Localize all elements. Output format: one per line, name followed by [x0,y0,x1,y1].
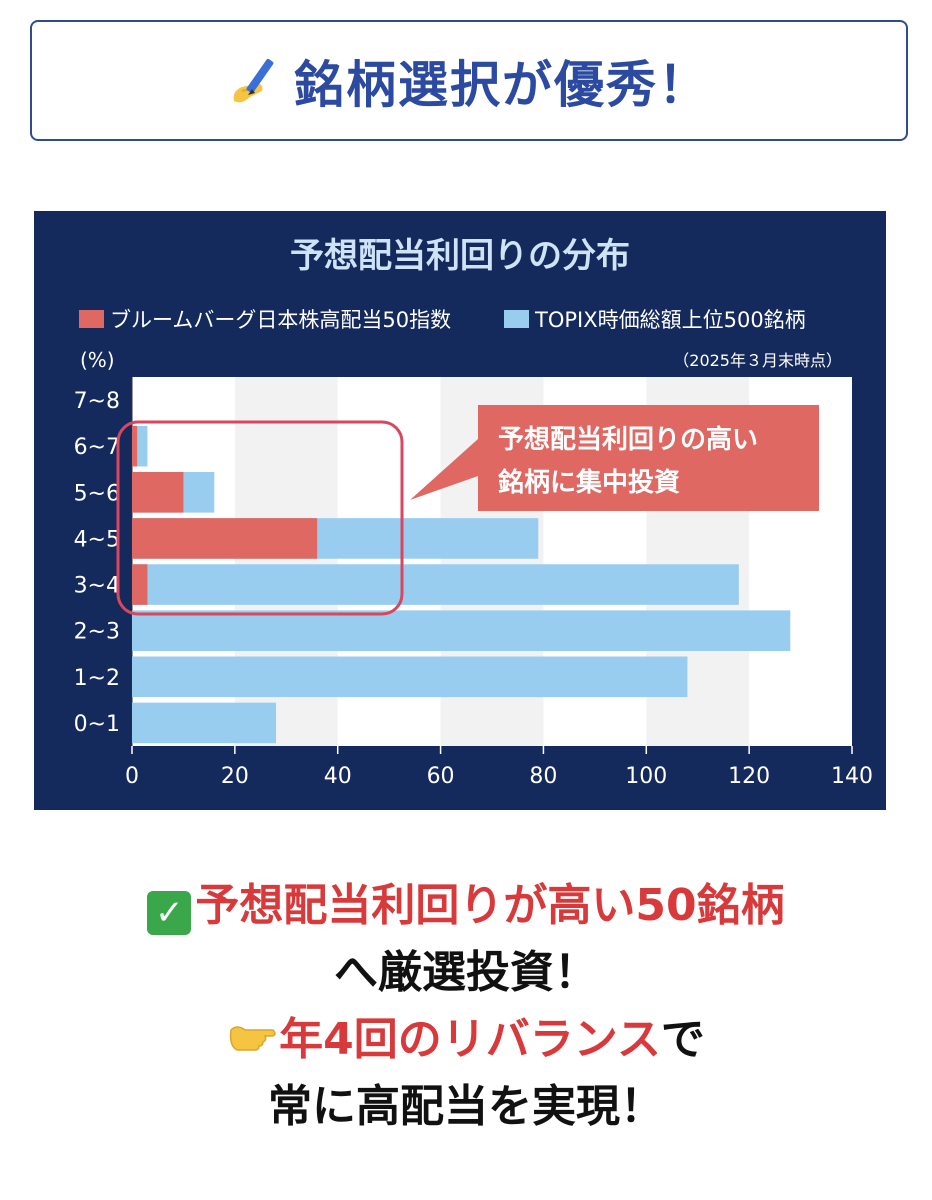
y-tick-label: 5~6 [74,481,120,506]
callout-line1: 予想配当利回りの高い [498,424,758,455]
callout-line2: 銘柄に集中投資 [498,467,680,498]
summary-line-3-black: で [660,1014,705,1065]
x-tick-label: 100 [625,764,667,789]
x-tick-label: 0 [125,764,139,789]
chart-title: 予想配当利回りの分布 [290,236,630,276]
summary-line-3: 年4回のリバランスで [0,1006,932,1073]
bar-bloomberg-3~4 [132,564,148,605]
date-note: （2025年３月末時点） [673,351,842,370]
bar-bloomberg-6~7 [132,425,138,467]
y-tick-label: 1~2 [74,666,120,691]
summary-line-4: 常に高配当を実現！ [268,1081,664,1132]
y-tick-label: 7~8 [74,389,120,414]
y-unit-label: (%) [80,348,115,372]
check-mark-icon: ✓ [147,891,192,935]
x-tick-label: 60 [427,764,455,789]
x-tick-label: 80 [529,764,557,789]
legend-swatch-topix [504,310,529,328]
callout-box [478,405,819,511]
y-tick-label: 3~4 [74,574,120,599]
bar-topix-2~3 [132,610,791,651]
bar-topix-3~4 [132,564,739,605]
bar-bloomberg-5~6 [132,472,184,513]
bar-topix-0~1 [132,702,276,744]
y-tick-label: 2~3 [74,620,120,645]
y-tick-label: 0~1 [74,712,120,737]
highlight-box [116,420,404,616]
header-title: 銘柄選択が優秀！ [32,22,906,139]
writing-hand-icon [233,58,274,102]
summary-line-1-text: 予想配当利回りが高い50銘柄 [195,880,785,931]
pointing-finger-icon [230,1026,276,1051]
summary-line-3-red: 年4回のリバランス [279,1014,661,1065]
legend-label-bloomberg: ブルームバーグ日本株高配当50指数 [110,308,451,332]
header-box: 銘柄選択が優秀！ [30,20,908,141]
y-tick-label: 6~7 [74,435,120,460]
x-tick-label: 140 [831,764,873,789]
legend-swatch-bloomberg [79,310,104,328]
summary-line-1: ✓ 予想配当利回りが高い50銘柄 [0,872,932,939]
x-tick-label: 20 [221,764,249,789]
summary-text: ✓ 予想配当利回りが高い50銘柄 へ厳選投資！ 年4回のリバランスで 常に高配当を… [0,872,932,1140]
x-tick-labels: 0 20 40 60 80 100 120 140 [125,746,873,789]
y-tick-label: 4~5 [74,527,120,552]
bar-topix-1~2 [132,656,688,698]
bars-group [132,425,791,744]
bar-bloomberg-4~5 [132,518,318,559]
dividend-yield-chart: 予想配当利回りの分布 ブルームバーグ日本株高配当50指数 TOPIX時価総額上位… [34,211,886,810]
y-tick-labels: 0~1 1~2 2~3 3~4 4~5 5~6 6~7 7~8 [74,389,120,737]
legend-label-topix: TOPIX時価総額上位500銘柄 [534,308,806,332]
callout-pointer [410,439,478,500]
summary-line-2: へ厳選投資！ [334,947,598,998]
x-tick-label: 40 [324,764,352,789]
header-title-text: 銘柄選択が優秀！ [294,55,710,114]
x-tick-label: 120 [728,764,770,789]
